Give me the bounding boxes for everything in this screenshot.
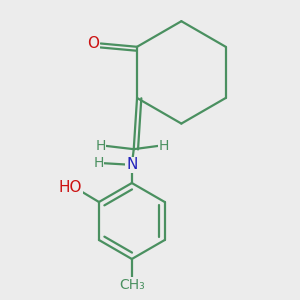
Text: H: H bbox=[93, 156, 104, 170]
Text: H: H bbox=[159, 139, 169, 153]
Text: HO: HO bbox=[58, 180, 82, 195]
Text: H: H bbox=[95, 139, 106, 153]
Text: O: O bbox=[88, 36, 100, 51]
Text: CH₃: CH₃ bbox=[119, 278, 145, 292]
Text: N: N bbox=[126, 158, 137, 172]
